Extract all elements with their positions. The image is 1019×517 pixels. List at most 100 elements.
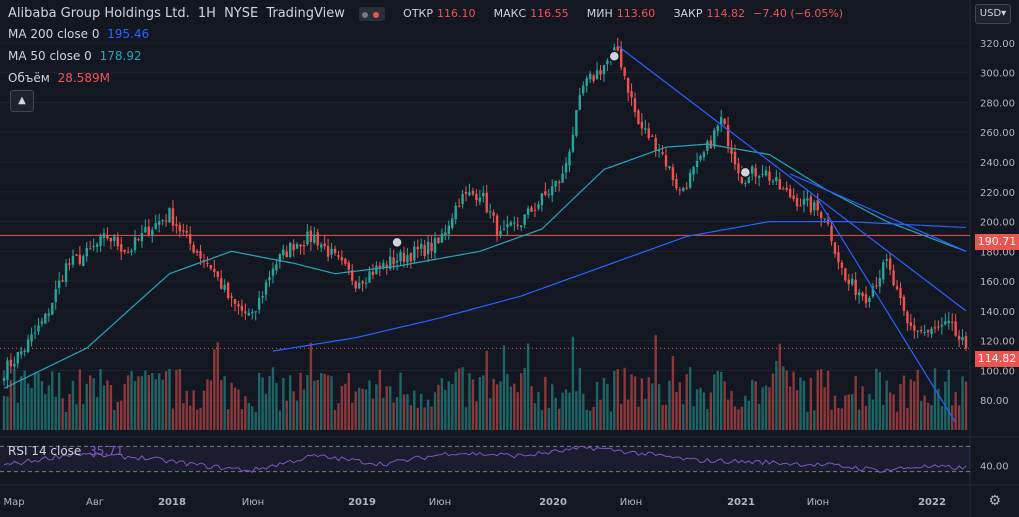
candle-body	[16, 352, 19, 364]
volume-bar	[199, 407, 202, 430]
volume-bar	[495, 384, 499, 430]
volume-bar	[430, 406, 433, 430]
gear-icon[interactable]: ⚙	[988, 493, 1001, 509]
volume-bar	[661, 404, 664, 430]
collapse-legend-button[interactable]: ▲	[10, 90, 34, 112]
volume-bar	[423, 407, 426, 430]
candle-body	[664, 155, 668, 167]
price-tick-label: 240.00	[980, 158, 1015, 169]
volume-bar	[140, 375, 144, 430]
price-tick-label: 300.00	[980, 69, 1015, 80]
volume-bar	[244, 396, 247, 430]
price-tick-label: 180.00	[980, 247, 1015, 258]
price-tick-label: 80.00	[980, 396, 1009, 407]
candle-body	[440, 233, 444, 243]
candle-body	[895, 286, 899, 290]
change-value: −7.40 (−6.05%)	[753, 7, 844, 20]
volume-bar	[844, 395, 847, 430]
volume-bar	[216, 342, 219, 430]
volume-bar	[157, 373, 161, 430]
volume-bar	[461, 367, 464, 430]
volume-bar	[619, 403, 623, 430]
candle-body	[857, 292, 861, 296]
candle-body	[13, 363, 16, 367]
candle-body	[226, 282, 230, 298]
volume-bar	[378, 369, 382, 430]
time-tick-label: 2022	[918, 497, 946, 508]
volume-bar	[964, 381, 968, 430]
candle-body	[551, 186, 554, 196]
volume-bar	[640, 378, 644, 430]
candle-body	[813, 202, 816, 211]
volume-bar	[57, 372, 61, 430]
volume-bar	[802, 380, 806, 430]
volume-bar	[554, 397, 557, 430]
candle-body	[719, 116, 723, 126]
candle-body	[292, 244, 295, 251]
candle-body	[513, 222, 516, 224]
candle-body	[171, 208, 175, 226]
candle-body	[723, 119, 726, 124]
candle-body	[626, 77, 630, 93]
close-value: 114.82	[706, 7, 745, 20]
candle-body	[937, 326, 940, 328]
volume-legend[interactable]: Объём 28.589M	[8, 71, 114, 85]
interval[interactable]: 1H	[197, 6, 216, 21]
candle-body	[502, 228, 506, 230]
volume-bar	[344, 383, 347, 430]
candle-body	[385, 264, 388, 268]
candle-body	[320, 244, 323, 248]
volume-bar	[847, 394, 850, 430]
candle-body	[92, 246, 95, 248]
volume-bar	[868, 393, 871, 430]
candle-body	[323, 243, 326, 247]
candle-body	[864, 294, 868, 304]
volume-bar	[840, 408, 844, 430]
candle-body	[123, 249, 126, 252]
candle-body	[344, 258, 347, 264]
candle-body	[195, 251, 199, 253]
ma50-legend[interactable]: MA 50 close 0 178.92	[8, 49, 146, 63]
candle-body	[85, 248, 88, 257]
rsi-legend[interactable]: RSI 14 close 35.71	[8, 444, 128, 458]
volume-bar	[44, 394, 47, 430]
volume-bar	[337, 403, 340, 430]
candle-body	[6, 360, 9, 381]
candle-body	[326, 246, 330, 257]
volume-bar	[926, 402, 930, 430]
volume-bar	[340, 386, 344, 430]
candle-body	[30, 334, 33, 342]
volume-bar	[188, 405, 192, 430]
volume-bar	[799, 377, 802, 430]
candle-body	[799, 205, 802, 207]
candle-body	[106, 235, 109, 239]
candle-body	[764, 170, 768, 176]
candle-body	[875, 285, 878, 287]
candle-body	[944, 321, 947, 325]
volume-bar	[651, 383, 654, 430]
candle-body	[816, 200, 819, 211]
volume-bar	[33, 372, 37, 430]
candle-body	[144, 227, 147, 233]
volume-bar	[940, 406, 944, 430]
candle-body	[9, 359, 13, 367]
currency-selector[interactable]: USD▾	[975, 4, 1011, 24]
volume-bar	[82, 404, 85, 430]
volume-bar	[823, 387, 826, 430]
visibility-toggle-icon[interactable]	[359, 6, 386, 21]
volume-bar	[92, 378, 95, 430]
candle-body	[261, 295, 264, 298]
time-tick-label: Июн	[242, 497, 264, 508]
hline-price-tag[interactable]: 190.71	[975, 234, 1019, 250]
ma200-legend[interactable]: MA 200 close 0 195.46	[8, 27, 153, 41]
volume-bar	[719, 371, 723, 430]
volume-bar	[482, 375, 485, 430]
candle-body	[175, 224, 178, 227]
volume-value: 28.589M	[57, 71, 110, 85]
candle-body	[295, 244, 299, 249]
candle-body	[240, 305, 244, 311]
volume-bar	[754, 381, 757, 430]
candle-body	[802, 199, 806, 205]
